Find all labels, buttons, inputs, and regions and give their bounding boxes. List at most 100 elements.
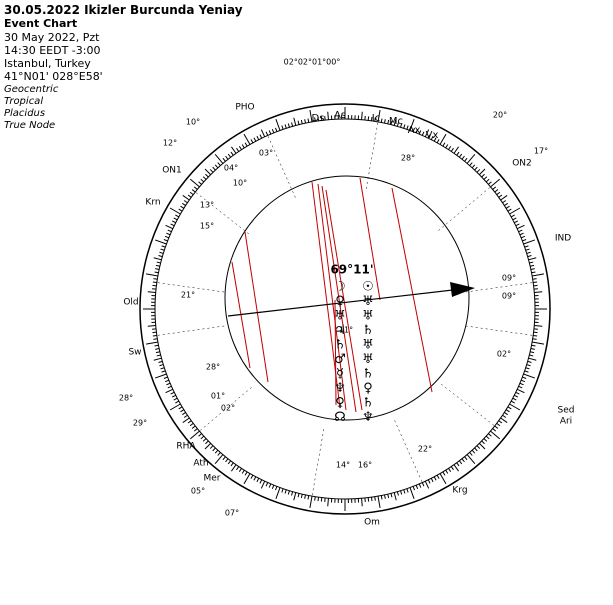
degree-tick — [530, 351, 535, 354]
angle-label: Ic — [372, 113, 380, 124]
degree-tick — [236, 147, 240, 152]
degree-tick — [529, 261, 534, 264]
degree-tick — [178, 406, 183, 410]
degree-tick — [510, 400, 515, 404]
degree-tick — [496, 191, 501, 196]
degree-tick — [204, 442, 212, 450]
degree-tick — [161, 245, 166, 248]
degree-tick — [317, 116, 320, 121]
degree-tick — [189, 422, 194, 427]
degree-tick — [189, 191, 194, 196]
point-label: ON1 — [162, 166, 182, 176]
degree-tick — [498, 194, 503, 198]
degree-tick — [230, 462, 234, 467]
point-label: IND — [555, 234, 571, 244]
degree-tick — [217, 162, 221, 166]
degree-tick — [155, 373, 167, 379]
degree-tick — [214, 454, 224, 465]
degree-tick — [439, 133, 447, 145]
degree-tick — [523, 373, 535, 379]
degree-tick — [448, 146, 452, 150]
degree-tick — [297, 493, 300, 498]
degree-tick — [427, 134, 431, 139]
degree-label: 03° — [259, 149, 273, 158]
planet-glyph: ♀ — [335, 396, 345, 411]
degree-tick — [275, 486, 278, 491]
degree-label: 28° — [401, 154, 415, 163]
degree-tick — [504, 202, 508, 206]
degree-tick — [155, 348, 160, 350]
planet-glyph: ♄ — [362, 323, 374, 338]
degree-tick — [518, 385, 523, 389]
degree-tick — [456, 151, 460, 156]
point-label: RHA — [176, 442, 196, 452]
degree-tick — [183, 414, 188, 418]
degree-tick — [530, 268, 535, 270]
degree-tick — [225, 458, 229, 463]
degree-tick — [474, 447, 478, 452]
degree-tick — [396, 491, 399, 496]
degree-tick — [415, 484, 419, 490]
planet-glyph: ♅ — [362, 309, 374, 324]
point-label: Sed — [558, 406, 575, 416]
date: 30 May 2022, Pzt — [4, 31, 100, 44]
subtitle: Event Chart — [4, 17, 78, 30]
degree-tick — [445, 144, 449, 149]
degree-tick — [169, 207, 181, 215]
degree-tick — [275, 487, 281, 499]
degree-tick — [159, 251, 164, 254]
degree-tick — [505, 205, 510, 209]
degree-label: 28° — [206, 363, 220, 372]
degree-tick — [275, 127, 278, 132]
degree-tick — [202, 176, 207, 180]
degree-tick — [450, 466, 454, 471]
degree-tick — [253, 137, 257, 142]
planet-glyph: ♆ — [362, 410, 374, 425]
angle-label: Ds — [312, 113, 325, 124]
degree-tick — [406, 488, 409, 493]
degree-tick — [243, 473, 251, 485]
degree-tick — [187, 420, 192, 424]
degree-label: 20° — [493, 111, 507, 120]
degree-label: 09° — [502, 292, 516, 301]
degree-tick — [309, 109, 313, 122]
degree-tick — [433, 137, 437, 142]
degree-tick — [533, 334, 538, 337]
degree-tick — [170, 223, 175, 227]
degree-tick — [156, 354, 161, 357]
degree-tick — [415, 128, 419, 134]
degree-tick — [409, 487, 415, 499]
degree-tick — [488, 181, 492, 185]
degree-tick — [464, 456, 468, 461]
degree-tick — [198, 181, 202, 185]
degree-tick — [466, 454, 476, 465]
degree-tick — [396, 122, 399, 127]
house-cusp — [156, 325, 225, 336]
degree-tick — [384, 494, 386, 499]
degree-tick — [461, 458, 465, 463]
point-label: Om — [364, 518, 380, 528]
planet-glyph: ♃ — [334, 323, 346, 338]
degree-tick — [380, 495, 383, 500]
degree-tick — [307, 118, 310, 123]
degree-tick — [531, 344, 536, 347]
degree-tick — [533, 281, 538, 284]
degree-tick — [492, 428, 497, 432]
degree-tick — [524, 245, 529, 248]
degree-tick — [518, 229, 523, 233]
degree-tick — [284, 124, 287, 129]
degree-tick — [528, 257, 537, 261]
degree-tick — [532, 338, 537, 340]
degree-tick — [205, 440, 209, 445]
degree-tick — [243, 133, 251, 145]
degree-label: 01° — [211, 392, 225, 401]
degree-tick — [387, 119, 390, 124]
degree-tick — [152, 334, 157, 337]
degree-tick — [178, 208, 183, 212]
degree-tick — [260, 480, 266, 489]
setting: Tropical — [4, 96, 44, 107]
degree-tick — [212, 447, 216, 452]
degree-tick — [469, 452, 473, 456]
